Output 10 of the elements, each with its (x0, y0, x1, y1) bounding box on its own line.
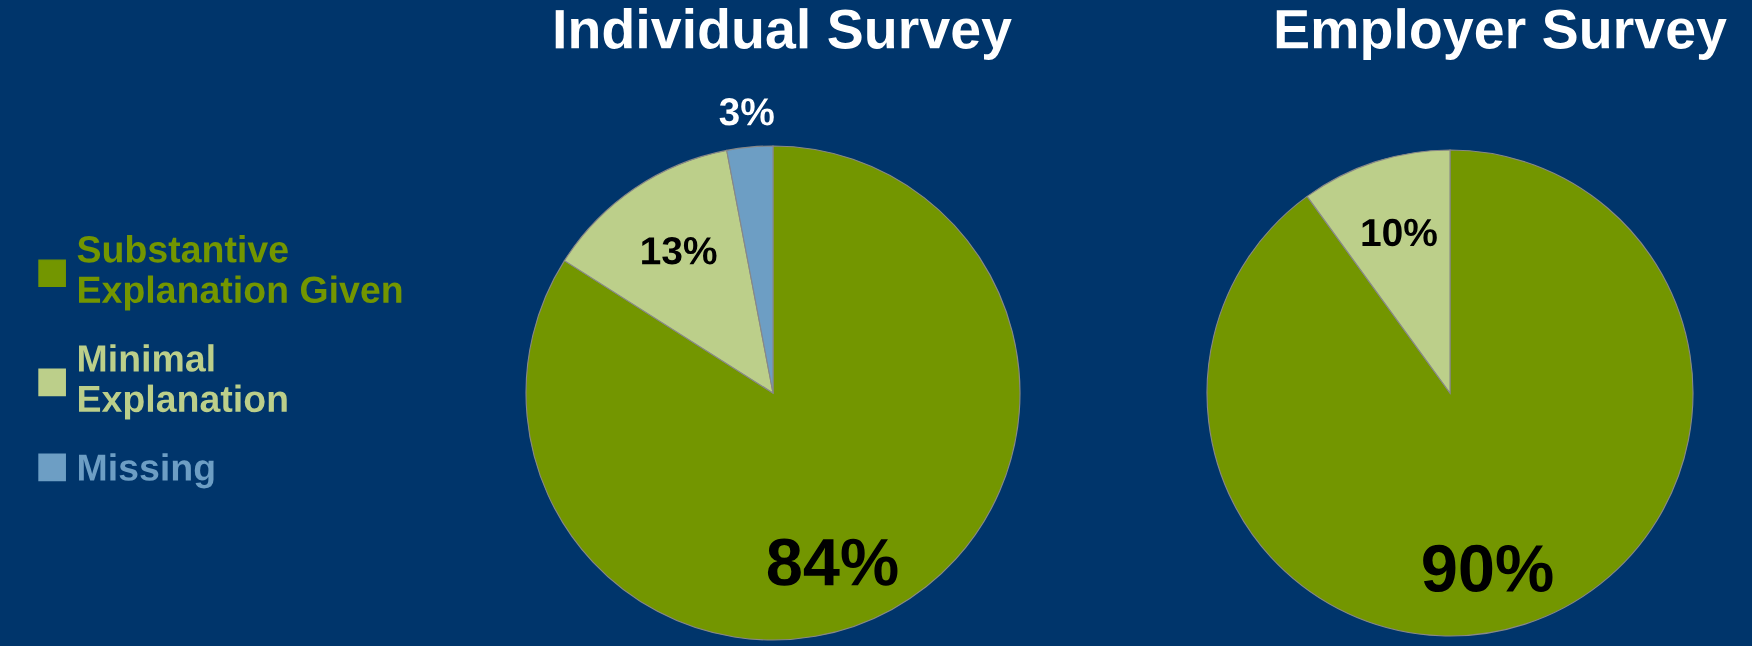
legend-label: Minimal Explanation (79, 344, 287, 420)
chart-title: Employer Survey (1276, 8, 1727, 60)
data-label: 10% (1362, 218, 1437, 247)
data-label: 90% (1423, 544, 1553, 593)
legend-label: Substantive Explanation Given (77, 235, 402, 311)
chart-title: Individual Survey (555, 8, 1012, 60)
data-label: 13% (642, 236, 717, 265)
data-label: 3% (719, 98, 774, 126)
data-label: 84% (767, 538, 898, 586)
legend-label: Missing (79, 453, 214, 489)
